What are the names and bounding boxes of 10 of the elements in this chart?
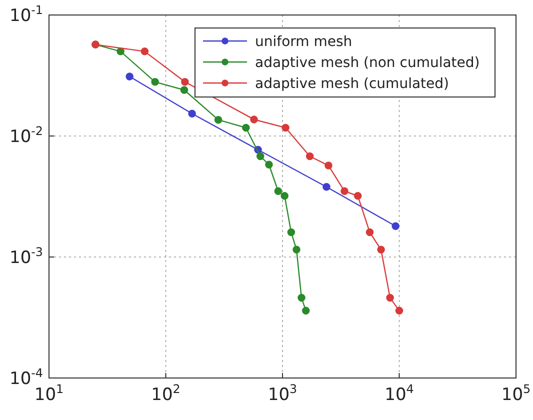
y-tick-label: 10$^{-3}$: [10, 244, 43, 268]
legend-label: uniform mesh: [255, 34, 352, 50]
x-tick-label: 10$^{5}$: [501, 382, 531, 405]
x-tick-label: 10$^{3}$: [268, 382, 298, 405]
x-tick-label: 10$^{2}$: [151, 382, 180, 405]
legend-label: adaptive mesh (non cumulated): [255, 54, 480, 71]
y-tick-label: 10$^{-1}$: [10, 2, 43, 26]
x-tick-label: 10$^{4}$: [384, 382, 414, 405]
y-tick-label: 10$^{-2}$: [10, 124, 43, 147]
legend-label: adaptive mesh (cumulated): [255, 76, 449, 92]
